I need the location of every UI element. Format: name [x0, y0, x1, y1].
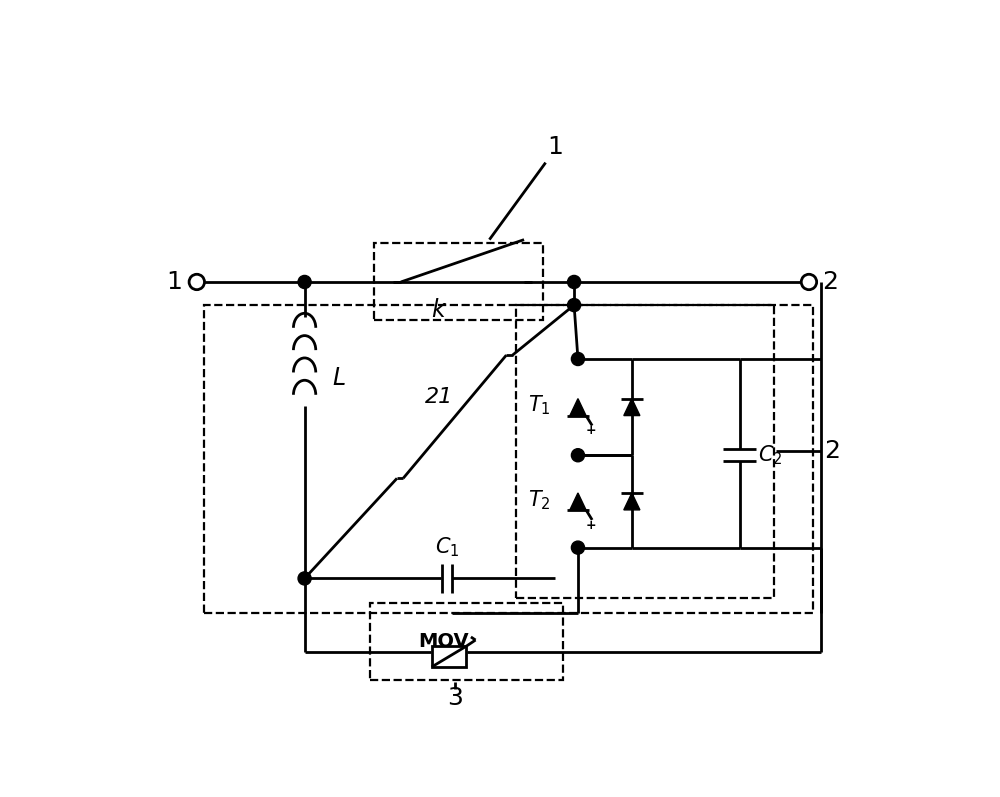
Polygon shape: [624, 398, 640, 415]
Text: 21: 21: [425, 387, 453, 407]
Text: $T_1$: $T_1$: [528, 394, 551, 417]
Bar: [432, 646, 466, 667]
Text: $T_2$: $T_2$: [528, 488, 551, 512]
Circle shape: [571, 352, 584, 366]
Bar: [204, 305, 813, 613]
Text: $L$: $L$: [332, 367, 346, 391]
Circle shape: [801, 274, 817, 289]
Circle shape: [571, 449, 584, 461]
Circle shape: [298, 276, 311, 289]
Polygon shape: [570, 493, 586, 510]
Polygon shape: [624, 493, 640, 510]
Text: $C_2$: $C_2$: [758, 443, 783, 467]
Circle shape: [189, 274, 204, 289]
Text: $C_1$: $C_1$: [435, 536, 459, 559]
Text: 3: 3: [447, 685, 463, 710]
Text: +: +: [585, 425, 596, 438]
Text: 2: 2: [824, 439, 840, 463]
Bar: [374, 243, 543, 320]
Text: $k$: $k$: [431, 298, 448, 323]
Text: 2: 2: [823, 270, 839, 294]
Polygon shape: [570, 398, 586, 415]
Bar: [516, 305, 774, 598]
Text: MOV: MOV: [418, 632, 469, 651]
Text: 1: 1: [547, 135, 563, 159]
Text: +: +: [585, 519, 596, 532]
Circle shape: [571, 541, 584, 554]
Circle shape: [568, 299, 581, 312]
Circle shape: [568, 276, 581, 289]
Circle shape: [298, 572, 311, 585]
Text: 1: 1: [166, 270, 182, 294]
Bar: [370, 603, 563, 680]
